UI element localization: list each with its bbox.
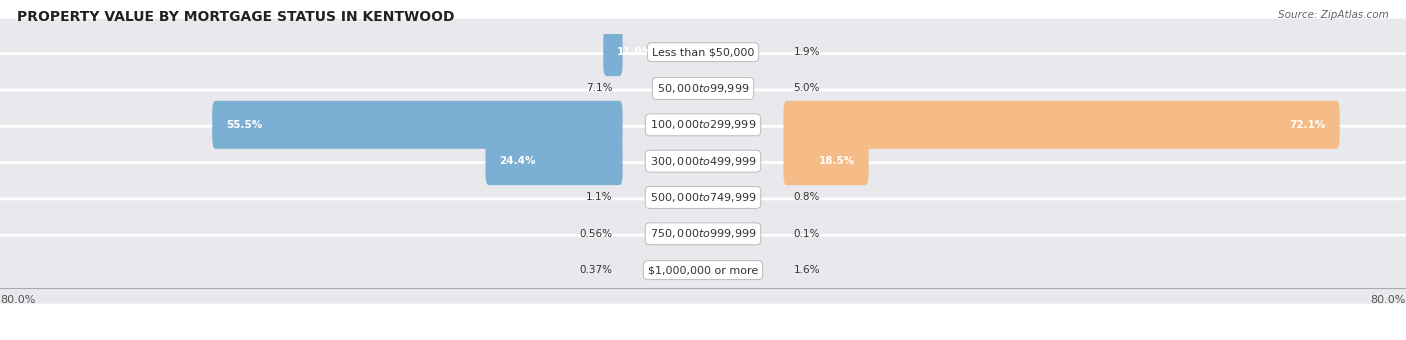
FancyBboxPatch shape [0, 163, 1406, 232]
Text: 0.37%: 0.37% [579, 265, 613, 275]
Text: 80.0%: 80.0% [0, 295, 35, 305]
Text: 0.8%: 0.8% [793, 192, 820, 203]
FancyBboxPatch shape [0, 17, 1406, 87]
Text: 72.1%: 72.1% [1289, 120, 1326, 130]
Text: $300,000 to $499,999: $300,000 to $499,999 [650, 155, 756, 168]
FancyBboxPatch shape [0, 235, 1406, 305]
Text: 0.56%: 0.56% [579, 229, 613, 239]
Text: 18.5%: 18.5% [818, 156, 855, 166]
Text: $50,000 to $99,999: $50,000 to $99,999 [657, 82, 749, 95]
Text: 5.0%: 5.0% [793, 84, 820, 94]
FancyBboxPatch shape [0, 199, 1406, 269]
FancyBboxPatch shape [212, 101, 623, 149]
Text: 1.1%: 1.1% [586, 192, 613, 203]
FancyBboxPatch shape [783, 137, 869, 185]
Text: $500,000 to $749,999: $500,000 to $749,999 [650, 191, 756, 204]
FancyBboxPatch shape [0, 126, 1406, 196]
Text: 1.9%: 1.9% [793, 47, 820, 57]
Text: 1.6%: 1.6% [793, 265, 820, 275]
Text: $100,000 to $299,999: $100,000 to $299,999 [650, 118, 756, 131]
Text: 11.0%: 11.0% [617, 47, 654, 57]
FancyBboxPatch shape [783, 101, 1340, 149]
Text: 0.1%: 0.1% [793, 229, 820, 239]
Text: $750,000 to $999,999: $750,000 to $999,999 [650, 227, 756, 240]
FancyBboxPatch shape [0, 54, 1406, 123]
Text: $1,000,000 or more: $1,000,000 or more [648, 265, 758, 275]
Text: 7.1%: 7.1% [586, 84, 613, 94]
Text: Source: ZipAtlas.com: Source: ZipAtlas.com [1278, 10, 1389, 20]
Text: Less than $50,000: Less than $50,000 [652, 47, 754, 57]
FancyBboxPatch shape [0, 90, 1406, 160]
FancyBboxPatch shape [603, 28, 623, 76]
Text: 24.4%: 24.4% [499, 156, 536, 166]
Text: PROPERTY VALUE BY MORTGAGE STATUS IN KENTWOOD: PROPERTY VALUE BY MORTGAGE STATUS IN KEN… [17, 10, 454, 24]
FancyBboxPatch shape [485, 137, 623, 185]
Text: 80.0%: 80.0% [1371, 295, 1406, 305]
Text: 55.5%: 55.5% [226, 120, 262, 130]
